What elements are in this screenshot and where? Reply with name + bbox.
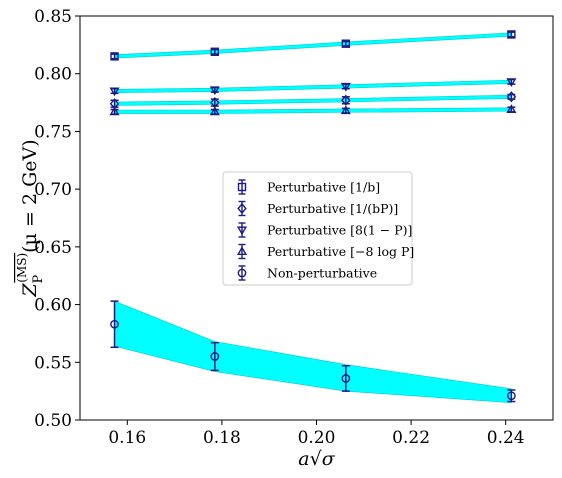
legend-marker-diamond	[237, 202, 247, 215]
marker-square	[341, 39, 351, 48]
band-series-3	[114, 107, 512, 114]
marker-triangle-down	[109, 87, 120, 97]
point-s3-0	[109, 106, 120, 116]
marker-triangle-down	[209, 86, 220, 96]
marker-circle	[341, 374, 351, 383]
marker-triangle-down	[340, 82, 351, 92]
marker-square	[110, 52, 119, 61]
legend-entry: Perturbative [1/(bP)]	[237, 200, 398, 217]
legend-entry: Non-perturbative	[237, 265, 377, 281]
marker-circle	[507, 391, 516, 401]
x-tick-label: 0.22	[392, 428, 430, 448]
legend-entry: Perturbative [8(1 − P)]	[236, 222, 412, 238]
y-tick-label: 0.55	[34, 353, 72, 373]
marker-triangle-up	[340, 105, 351, 115]
legend-box	[222, 171, 413, 286]
x-tick-label: 0.24	[487, 428, 525, 448]
legend-entry: Perturbative [−8 log P]	[236, 243, 414, 260]
marker-square	[507, 30, 516, 39]
legend-marker-triangle-down	[236, 226, 248, 236]
y-axis: 0.50 0.55 0.60 0.65 0.70 0.75 0.80 0.85	[34, 7, 80, 431]
y-tick-label: 0.85	[34, 7, 72, 27]
x-axis: 0.16 0.18 0.20 0.22 0.24	[108, 420, 525, 448]
legend-label: Perturbative [1/(bP)]	[267, 201, 398, 216]
confidence-bands	[114, 32, 512, 404]
point-s1-3	[506, 91, 517, 103]
y-tick-label: 0.50	[34, 411, 72, 431]
point-s2-3	[506, 78, 517, 88]
band-series-4	[114, 300, 512, 404]
marker-triangle-down	[506, 78, 517, 88]
point-s4-2	[341, 364, 351, 392]
data-points	[109, 30, 517, 403]
point-s4-3	[507, 389, 516, 403]
point-s2-1	[209, 86, 220, 96]
point-s2-0	[109, 87, 120, 97]
legend-label: Perturbative [8(1 − P)]	[267, 223, 412, 238]
x-tick-label: 0.16	[108, 428, 146, 448]
band-series-1	[114, 94, 512, 106]
y-tick-label: 0.60	[34, 296, 72, 316]
y-tick-label: 0.80	[34, 65, 72, 85]
y-tick-label: 0.65	[34, 238, 72, 258]
legend-label: Perturbative [1/b]	[267, 180, 380, 195]
point-s0-1	[210, 47, 220, 56]
point-s3-3	[506, 104, 517, 113]
legend-label: Non-perturbative	[267, 266, 377, 281]
point-s1-2	[341, 94, 351, 106]
legend-marker-triangle-up	[236, 246, 248, 256]
marker-square	[210, 47, 220, 56]
x-tick-label: 0.20	[298, 428, 336, 448]
y-axis-label: ZP(MS)(μ = 2 GeV)	[15, 139, 46, 297]
marker-triangle-up	[506, 104, 517, 113]
point-s2-2	[340, 82, 351, 92]
legend: Perturbative [1/b] Perturbative [1/(bP)] P…	[222, 171, 414, 286]
y-tick-label: 0.70	[34, 180, 72, 200]
marker-circle	[210, 352, 220, 361]
legend-marker-square	[237, 182, 247, 192]
marker-triangle-up	[109, 106, 120, 116]
point-s1-1	[210, 96, 220, 109]
x-axis-label-text: a√σ	[298, 448, 335, 470]
point-s4-1	[210, 341, 220, 372]
point-s3-2	[340, 105, 351, 115]
band-series-2	[114, 79, 512, 94]
x-axis-label: a√σ	[298, 448, 335, 470]
marker-diamond	[341, 94, 351, 106]
marker-diamond	[506, 91, 517, 103]
point-s0-2	[341, 39, 351, 48]
y-axis-label-text: ZP(MS)(μ = 2 GeV)	[15, 139, 46, 297]
legend-label: Perturbative [−8 log P]	[267, 244, 414, 259]
point-s3-1	[209, 106, 220, 116]
legend-marker-circle	[237, 268, 247, 278]
point-s0-3	[507, 30, 516, 39]
marker-circle	[110, 319, 119, 329]
band-series-0	[114, 32, 512, 59]
marker-triangle-up	[209, 106, 220, 116]
point-s4-0	[110, 300, 119, 349]
x-tick-label: 0.18	[203, 428, 241, 448]
point-s0-0	[110, 52, 119, 61]
legend-entry: Perturbative [1/b]	[237, 179, 380, 195]
y-tick-label: 0.75	[34, 122, 72, 142]
